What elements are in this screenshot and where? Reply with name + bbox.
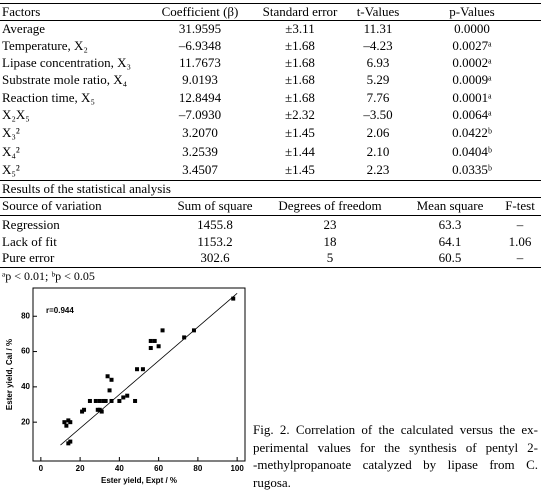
point	[182, 335, 186, 339]
x-tick-label: 20	[76, 464, 85, 473]
table-cell: X₂X₅	[2, 107, 30, 123]
table-header: F-test	[420, 198, 541, 214]
point	[88, 399, 92, 403]
table-cell: 0.0027ᵃ	[372, 38, 541, 54]
chart: 0 20 40 60 80 100 20 40 60 80 Ester yield, Expt / …	[0, 283, 248, 489]
table-header: Factors	[2, 4, 40, 20]
point	[153, 339, 157, 343]
point	[108, 388, 112, 392]
point	[141, 367, 145, 371]
table-cell: Reaction time, X₅	[2, 90, 95, 106]
point	[68, 440, 72, 444]
table-cell: –	[420, 250, 541, 266]
caption-line: rugosa.	[253, 474, 538, 491]
table-cell: 0.0001ᵃ	[372, 90, 541, 106]
point	[104, 399, 108, 403]
point	[157, 344, 161, 348]
caption-line: Fig. 2. Correlation of the calculated ve…	[253, 421, 538, 439]
y-tick-label: 20	[21, 417, 30, 426]
table-cell: 0.0064ᵃ	[372, 107, 541, 123]
fit-line	[60, 293, 237, 445]
x-tick-label: 100	[230, 464, 244, 473]
point	[231, 297, 235, 301]
table-cell: 0.0422ᵇ	[372, 125, 541, 141]
point	[98, 399, 102, 403]
point	[82, 408, 86, 412]
table-cell: X₃²	[2, 125, 20, 141]
table-cell: Average	[2, 21, 45, 37]
point	[121, 395, 125, 399]
point	[192, 328, 196, 332]
table-cell: 0.0000	[372, 21, 541, 37]
point	[135, 367, 139, 371]
caption-line: -methylpropanoate catalyzed by lipase fr…	[253, 456, 538, 474]
x-tick-label: 0	[39, 464, 44, 473]
point	[100, 410, 104, 414]
table-cell: Temperature, X₂	[2, 38, 88, 54]
point	[149, 339, 153, 343]
point	[133, 399, 137, 403]
table-cell: Lack of fit	[2, 234, 57, 250]
rule	[0, 215, 541, 216]
table-cell: Pure error	[2, 250, 54, 266]
point	[125, 394, 129, 398]
point	[68, 420, 72, 424]
y-tick-label: 40	[21, 382, 30, 391]
point	[161, 328, 165, 332]
table-cell: X₄²	[2, 144, 20, 160]
x-tick-label: 80	[193, 464, 202, 473]
table-cell: 1.06	[420, 234, 541, 250]
x-tick-label: 60	[154, 464, 163, 473]
section-title: Results of the statistical analysis	[2, 181, 171, 197]
footnote: ᵃp < 0.01; ᵇp < 0.05	[2, 268, 95, 284]
point	[64, 424, 68, 428]
point	[149, 346, 153, 350]
y-tick-label: 60	[21, 347, 30, 356]
table-cell: Regression	[2, 217, 60, 233]
table-header: Source of variation	[2, 198, 102, 214]
annotation: r=0.944	[46, 306, 74, 315]
x-axis-label: Ester yield, Expt / %	[101, 476, 177, 485]
table-cell: –	[420, 217, 541, 233]
table-header: p-Values	[372, 4, 541, 20]
table-cell: 0.0009ᵃ	[372, 72, 541, 88]
point	[110, 378, 114, 382]
table-cell: 0.0404ᵇ	[372, 144, 541, 160]
point	[117, 399, 121, 403]
table-cell: 0.0002ᵃ	[372, 55, 541, 71]
table-cell: 0.0335ᵇ	[372, 162, 541, 178]
caption-line: perimental values for the synthesis of p…	[253, 439, 538, 457]
point	[62, 420, 66, 424]
table-cell: X₅²	[2, 162, 20, 178]
point	[106, 374, 110, 378]
x-tick-label: 40	[115, 464, 124, 473]
point	[94, 399, 98, 403]
point	[110, 399, 114, 403]
y-axis-label: Ester yield, Cal / %	[5, 339, 14, 410]
caption: Fig. 2. Correlation of the calculated ve…	[253, 421, 538, 491]
y-tick-label: 80	[21, 311, 30, 320]
